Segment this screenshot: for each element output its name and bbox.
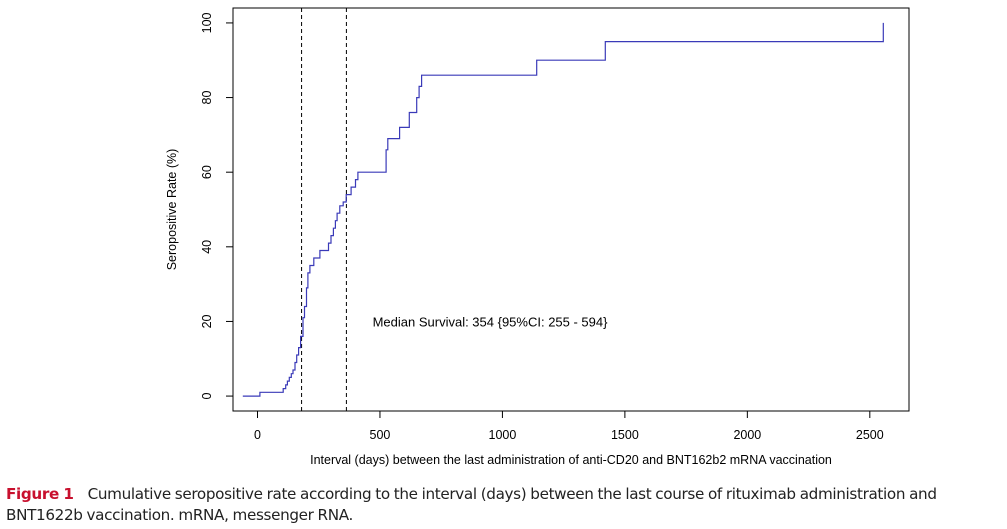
- y-tick-label: 0: [200, 393, 214, 400]
- y-tick-label: 20: [200, 314, 214, 328]
- x-tick-label: 2000: [733, 428, 761, 442]
- x-tick-label: 0: [254, 428, 261, 442]
- caption-text: Cumulative seropositive rate according t…: [6, 485, 937, 524]
- x-tick-label: 1500: [611, 428, 639, 442]
- seropositive-step-curve: [242, 22, 884, 397]
- x-axis-label: Interval (days) between the last adminis…: [310, 453, 832, 467]
- median-survival-annotation: Median Survival: 354 {95%CI: 255 - 594}: [373, 314, 609, 329]
- figure-label: Figure 1: [6, 485, 74, 503]
- y-tick-label: 60: [200, 165, 214, 179]
- x-tick-label: 2500: [856, 428, 884, 442]
- y-tick-label: 80: [200, 91, 214, 105]
- y-tick-label: 100: [200, 12, 214, 33]
- x-tick-label: 1000: [489, 428, 517, 442]
- y-tick-label: 40: [200, 240, 214, 254]
- y-axis-label: Seropositive Rate (%): [165, 149, 179, 271]
- plot-frame: [232, 7, 910, 412]
- cumulative-seropositive-chart: 0 500 1000 1500 2000 2500 0 20 40 60 80 100 Median…: [165, 7, 910, 467]
- x-tick-label: 500: [370, 428, 391, 442]
- figure-caption: Figure 1 Cumulative seropositive rate acc…: [6, 484, 1002, 526]
